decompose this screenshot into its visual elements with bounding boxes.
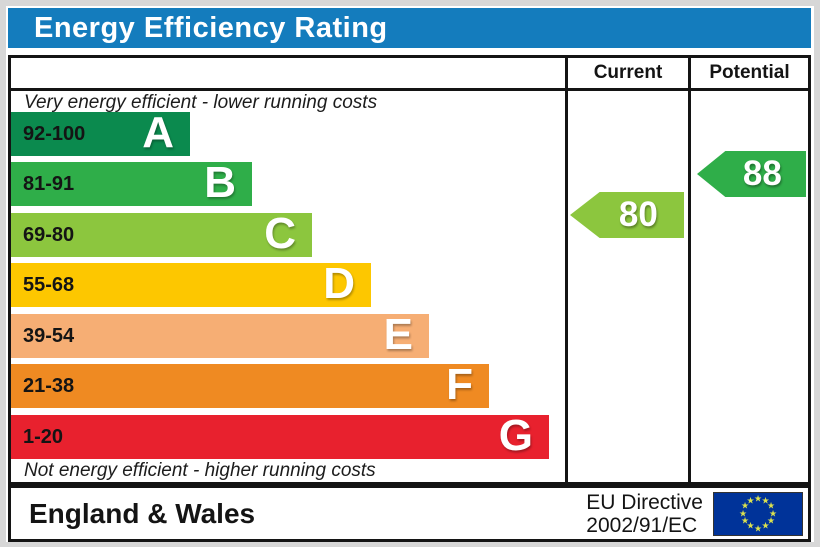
column-divider-current — [565, 58, 568, 482]
band-range-label: 1-20 — [23, 426, 64, 448]
column-divider-potential — [688, 58, 691, 482]
band-range-label: 39-54 — [23, 325, 75, 347]
column-header-potential: Potential — [709, 62, 790, 83]
band-range-label: 21-38 — [23, 375, 75, 397]
band-letter: C — [264, 209, 296, 258]
page-title: Energy Efficiency Rating — [8, 8, 811, 48]
epc-certificate-page: Energy Efficiency Rating Current Potenti… — [6, 6, 814, 542]
star-icon: ★ — [753, 523, 763, 533]
star-icon: ★ — [761, 495, 770, 505]
band-letter: D — [323, 259, 355, 308]
band-letter: A — [142, 108, 174, 157]
current-rating-value: 80 — [618, 195, 658, 234]
star-icon: ★ — [753, 493, 763, 503]
star-icon: ★ — [766, 500, 776, 511]
band-range-label: 92-100 — [23, 123, 86, 145]
band-row-f: 21-38 F — [11, 360, 489, 409]
band-row-c: 69-80 C — [11, 209, 312, 258]
star-icon: ★ — [761, 520, 770, 531]
eu-directive-line2: 2002/91/EC — [586, 513, 698, 537]
footer-bar: England & Wales EU Directive 2002/91/EC … — [8, 485, 811, 542]
star-icon: ★ — [740, 500, 750, 511]
band-letter: E — [383, 310, 413, 359]
band-letter: F — [446, 360, 473, 409]
current-rating-arrow: 80 — [570, 192, 684, 238]
page-title-text: Energy Efficiency Rating — [34, 12, 388, 44]
rating-table: Current Potential Very energy efficient … — [8, 55, 811, 485]
band-range-label: 55-68 — [23, 274, 75, 296]
band-row-a: 92-100 A — [11, 108, 190, 157]
region-label: England & Wales — [29, 497, 256, 529]
column-header-current: Current — [593, 62, 663, 83]
eu-directive-label: EU Directive 2002/91/EC — [586, 491, 703, 537]
band-row-e: 39-54 E — [11, 310, 429, 359]
star-icon: ★ — [740, 515, 750, 526]
band-range-label: 81-91 — [23, 173, 75, 195]
star-icon: ★ — [768, 508, 778, 518]
potential-rating-arrow: 88 — [697, 151, 806, 197]
star-icon: ★ — [746, 520, 755, 531]
band-row-b: 81-91 B — [11, 158, 252, 207]
potential-rating-value: 88 — [742, 154, 782, 193]
star-icon: ★ — [738, 508, 748, 518]
band-row-d: 55-68 D — [11, 259, 371, 308]
band-row-g: 1-20 G — [11, 411, 549, 460]
caption-very-efficient: Very energy efficient - lower running co… — [24, 92, 378, 113]
star-icon: ★ — [766, 515, 776, 526]
eu-directive-line1: EU Directive — [586, 490, 703, 514]
band-range-label: 69-80 — [23, 224, 75, 246]
eu-flag-icon: ★ ★ ★ ★ ★ ★ ★ ★ ★ ★ ★ ★ — [713, 491, 803, 536]
star-icon: ★ — [746, 495, 755, 505]
table-header-row: Current Potential — [11, 58, 808, 91]
caption-not-efficient: Not energy efficient - higher running co… — [24, 460, 376, 481]
band-letter: G — [498, 411, 533, 460]
band-letter: B — [204, 158, 236, 207]
